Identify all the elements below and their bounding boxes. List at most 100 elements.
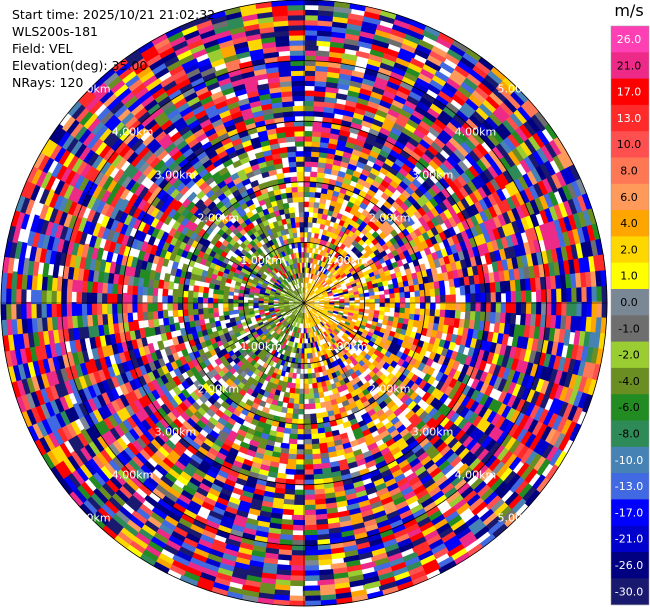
velocity-gate	[515, 385, 527, 401]
velocity-gate	[346, 272, 353, 278]
velocity-gate	[539, 209, 550, 226]
velocity-gate	[432, 242, 442, 253]
velocity-gate	[341, 251, 349, 259]
velocity-gate	[471, 246, 481, 258]
velocity-gate	[328, 137, 340, 146]
velocity-gate	[567, 214, 578, 233]
velocity-gate	[348, 277, 356, 283]
velocity-gate	[454, 189, 466, 202]
velocity-gate	[318, 265, 323, 272]
velocity-gate	[414, 105, 429, 118]
velocity-gate	[448, 181, 460, 194]
velocity-gate	[348, 323, 356, 329]
velocity-gate	[542, 353, 552, 370]
velocity-gate	[586, 362, 597, 382]
velocity-gate	[457, 268, 465, 280]
velocity-gate	[449, 167, 462, 180]
velocity-gate	[356, 269, 363, 276]
velocity-gate	[533, 264, 541, 280]
velocity-gate	[370, 167, 381, 177]
velocity-gate	[471, 415, 483, 429]
velocity-gate	[481, 78, 498, 94]
velocity-gate	[311, 263, 315, 269]
velocity-gate	[345, 99, 359, 109]
velocity-gate	[485, 302, 492, 314]
velocity-gate	[412, 278, 420, 287]
velocity-gate	[465, 118, 480, 133]
velocity-gate	[314, 85, 328, 93]
velocity-gate	[544, 445, 559, 464]
velocity-gate	[421, 167, 434, 179]
velocity-gate	[331, 323, 338, 329]
velocity-gate	[493, 271, 501, 284]
velocity-gate	[369, 302, 376, 307]
velocity-gate	[321, 250, 327, 257]
velocity-gate	[452, 178, 465, 191]
velocity-gate	[487, 133, 502, 148]
velocity-gate	[354, 299, 360, 304]
velocity-gate	[438, 316, 446, 326]
velocity-gate	[541, 302, 547, 317]
velocity-gate	[463, 276, 471, 287]
velocity-gate	[346, 284, 353, 290]
velocity-gate	[544, 207, 555, 225]
velocity-gate	[509, 476, 525, 494]
velocity-gate	[518, 267, 526, 282]
velocity-gate	[406, 273, 414, 282]
velocity-gate	[364, 238, 373, 246]
velocity-gate	[479, 210, 490, 224]
velocity-gate	[348, 294, 355, 299]
velocity-gate	[600, 270, 607, 289]
velocity-gate	[497, 378, 508, 393]
velocity-gate	[339, 270, 346, 277]
velocity-gate	[461, 435, 474, 450]
velocity-gate	[357, 129, 370, 139]
velocity-gate	[544, 160, 557, 178]
velocity-gate	[324, 269, 330, 276]
velocity-gate	[545, 314, 552, 330]
velocity-gate	[532, 132, 547, 150]
velocity-gate	[448, 278, 456, 289]
velocity-gate	[315, 253, 320, 260]
velocity-gate	[500, 355, 510, 370]
velocity-gate	[397, 281, 405, 289]
velocity-gate	[332, 263, 339, 270]
velocity-gate	[357, 272, 365, 279]
velocity-gate	[553, 370, 564, 387]
velocity-gate	[452, 213, 463, 226]
velocity-gate	[513, 324, 521, 338]
velocity-gate	[314, 288, 320, 293]
velocity-gate	[356, 330, 363, 337]
velocity-gate	[359, 87, 374, 97]
velocity-gate	[374, 29, 393, 40]
velocity-gate	[327, 265, 333, 272]
velocity-gate	[502, 380, 513, 395]
velocity-gate	[556, 288, 562, 304]
velocity-gate	[318, 151, 329, 159]
velocity-gate	[497, 213, 508, 228]
velocity-gate	[478, 198, 490, 212]
velocity-gate	[485, 410, 498, 425]
velocity-gate	[424, 59, 442, 72]
velocity-gate	[419, 308, 426, 317]
velocity-gate	[332, 290, 338, 294]
velocity-gate	[568, 164, 582, 183]
velocity-gate	[434, 309, 441, 318]
velocity-gate	[388, 76, 404, 87]
velocity-gate	[358, 344, 366, 352]
velocity-gate	[312, 308, 318, 313]
velocity-gate	[304, 287, 306, 293]
velocity-gate	[325, 287, 332, 292]
velocity-gate	[479, 451, 494, 467]
velocity-gate	[317, 212, 324, 220]
velocity-gate	[440, 295, 446, 304]
velocity-gate	[390, 71, 406, 82]
velocity-gate	[332, 310, 339, 315]
velocity-gate	[308, 196, 316, 203]
velocity-gate	[429, 103, 445, 116]
velocity-gate	[303, 130, 314, 137]
velocity-gate	[458, 406, 470, 420]
velocity-gate	[450, 302, 456, 312]
velocity-gate	[418, 314, 425, 323]
velocity-gate	[459, 285, 466, 296]
